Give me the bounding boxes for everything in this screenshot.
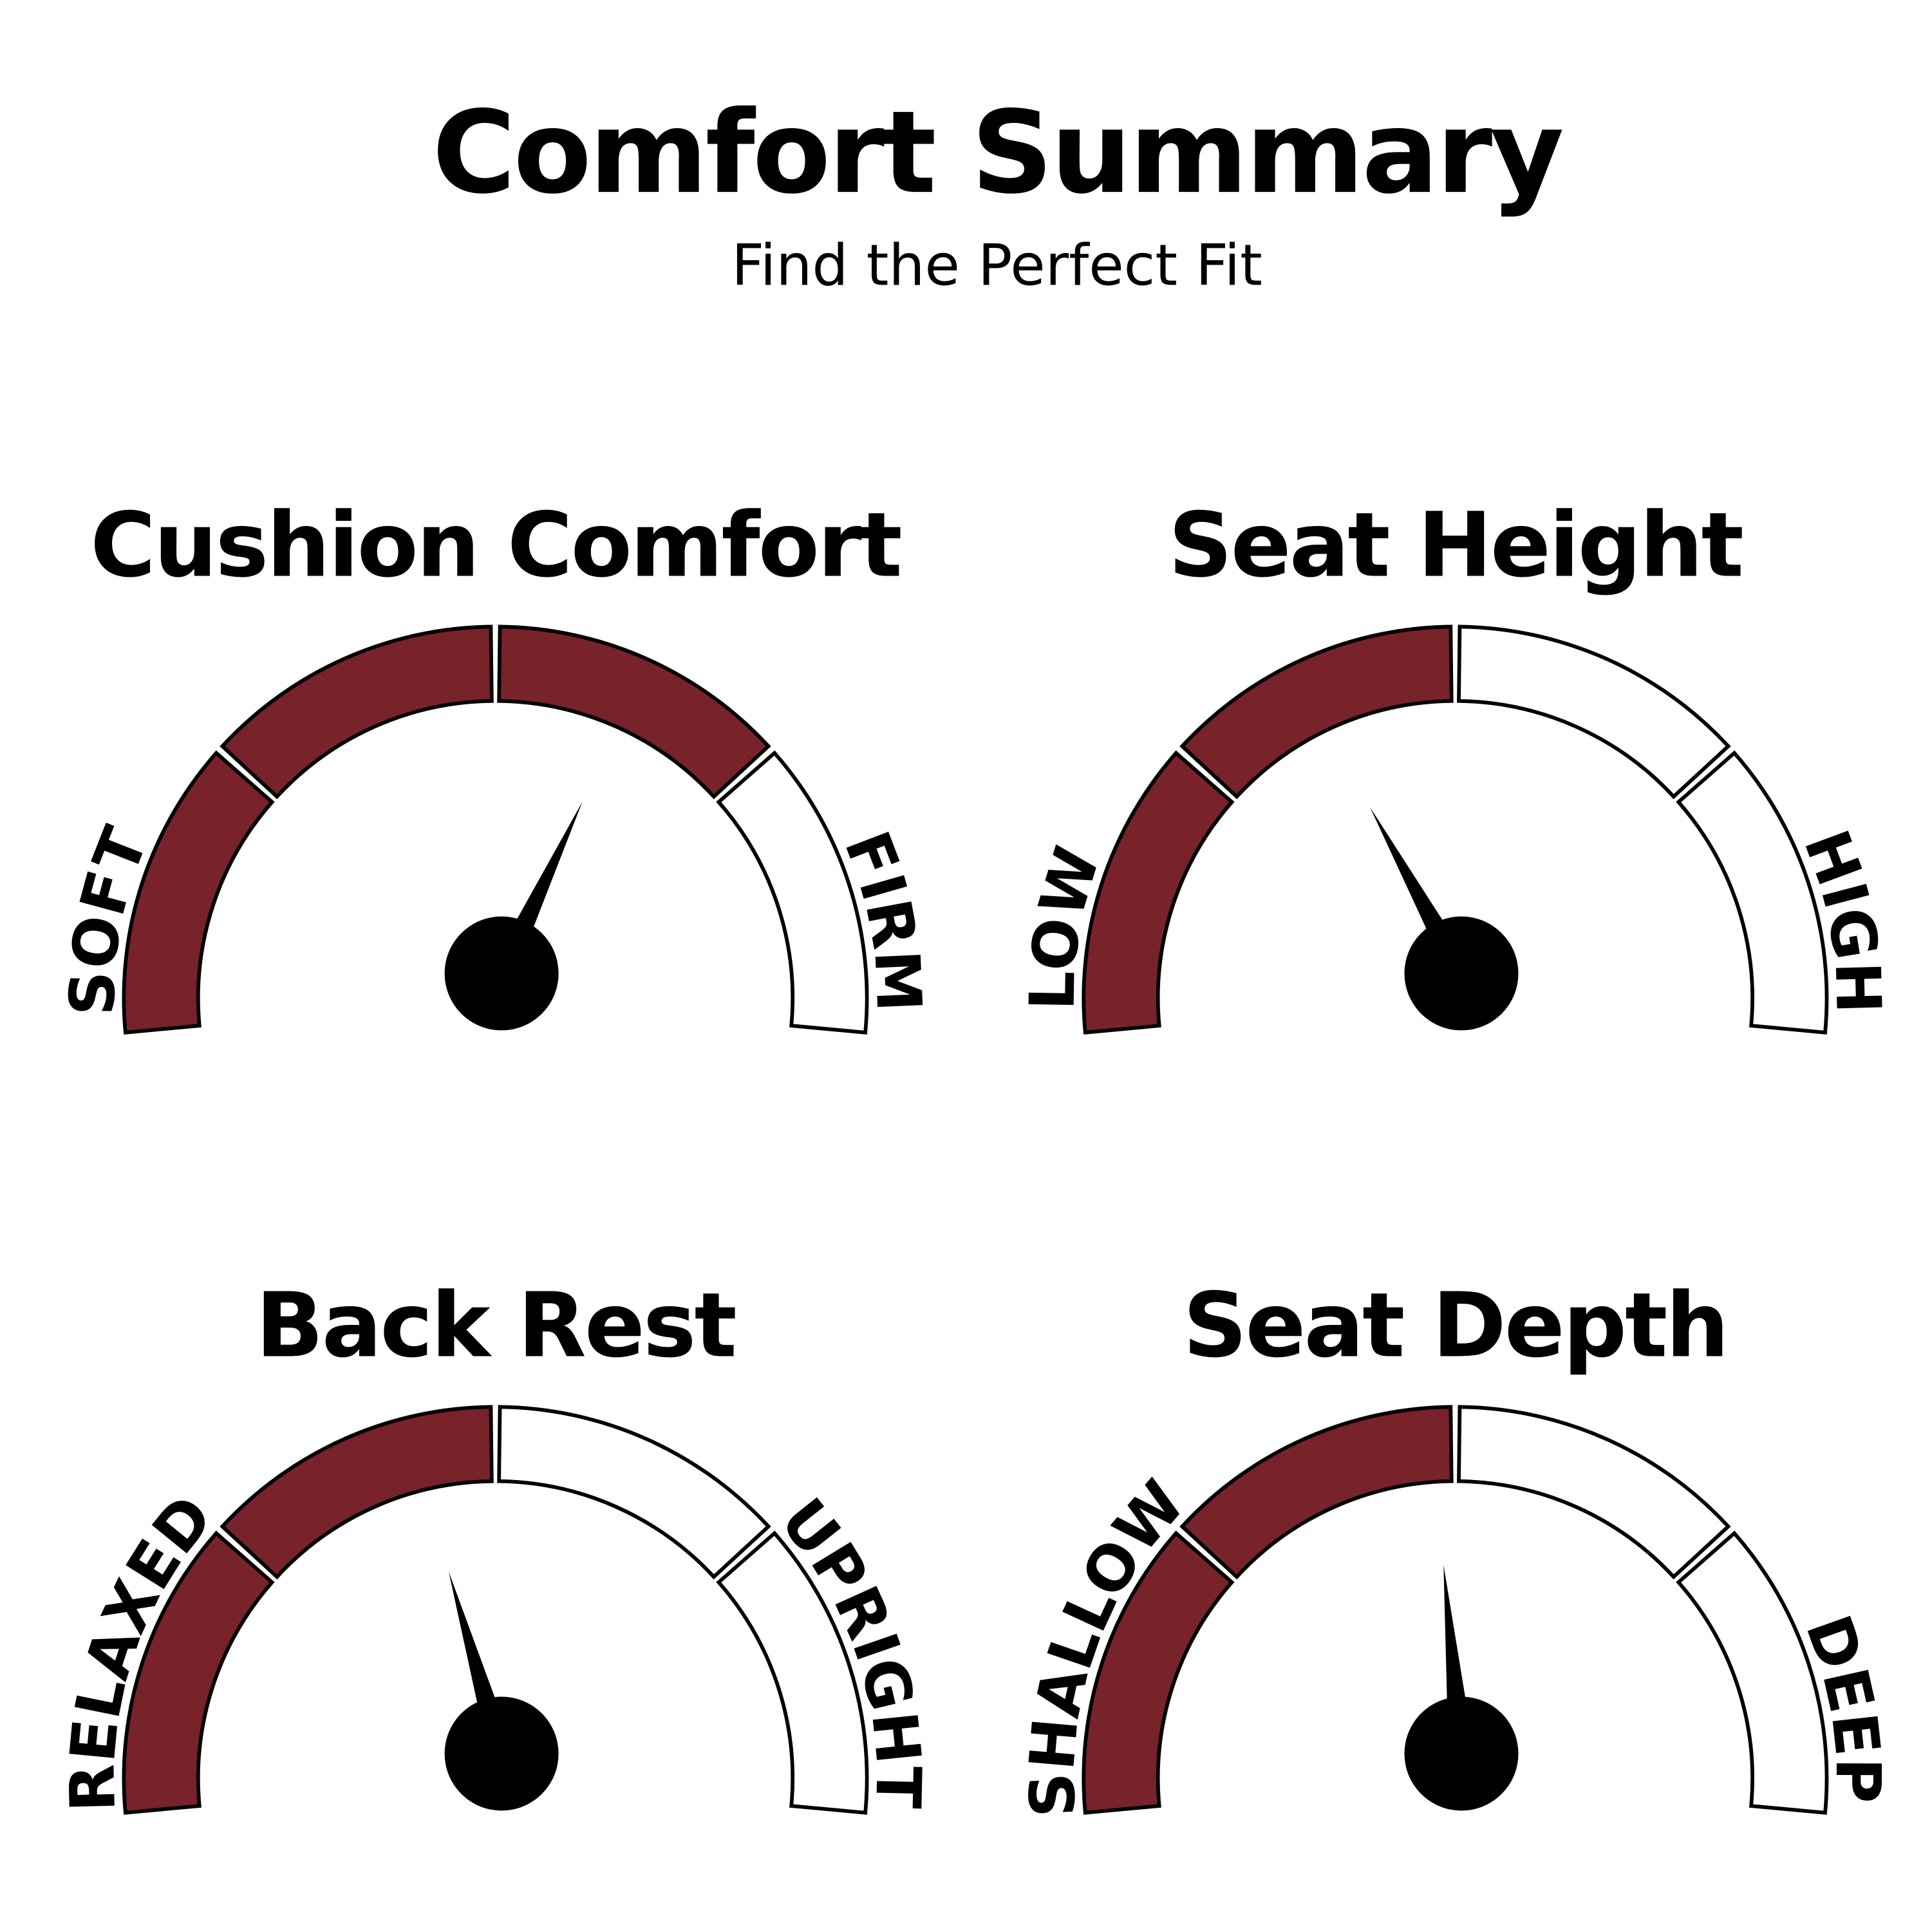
gauge-segment-empty — [497, 1405, 771, 1580]
gauge-segment-empty — [716, 750, 869, 1035]
gauge-hub — [1404, 1696, 1519, 1811]
gauge-segment-empty — [1457, 1405, 1731, 1580]
gauge-segment-filled — [1082, 1530, 1235, 1815]
gauge-segment-filled — [1179, 1405, 1454, 1580]
gauge-segment-filled — [122, 1530, 275, 1815]
label-guide-path — [1074, 617, 1837, 1129]
page-title: Comfort Summary — [432, 86, 1562, 219]
gauge-hub — [1404, 916, 1519, 1031]
gauge-segment-filled — [122, 750, 275, 1035]
gauge-segment-empty — [1676, 750, 1829, 1035]
gauge-title: Back Rest — [256, 1273, 735, 1377]
label-guide-path — [114, 1397, 877, 1909]
gauge-title: Seat Depth — [1183, 1273, 1728, 1377]
gauge-segment-empty — [716, 1530, 869, 1815]
gauge-segment-filled — [1179, 624, 1454, 800]
gauge-segment-filled — [497, 624, 771, 800]
page-subtitle: Find the Perfect Fit — [731, 232, 1262, 298]
gauge-hub — [444, 916, 559, 1031]
gauge-segment-filled — [220, 1405, 494, 1580]
label-guide-path — [114, 617, 877, 1129]
gauge-segment-filled — [220, 624, 494, 800]
gauge-segment-empty — [1676, 1530, 1829, 1815]
gauge-segment-filled — [1082, 750, 1235, 1035]
gauge-title: Cushion Comfort — [90, 493, 901, 597]
gauge-segment-empty — [1457, 624, 1731, 800]
gauge-hub — [444, 1696, 559, 1811]
gauge-title: Seat Height — [1168, 493, 1743, 597]
